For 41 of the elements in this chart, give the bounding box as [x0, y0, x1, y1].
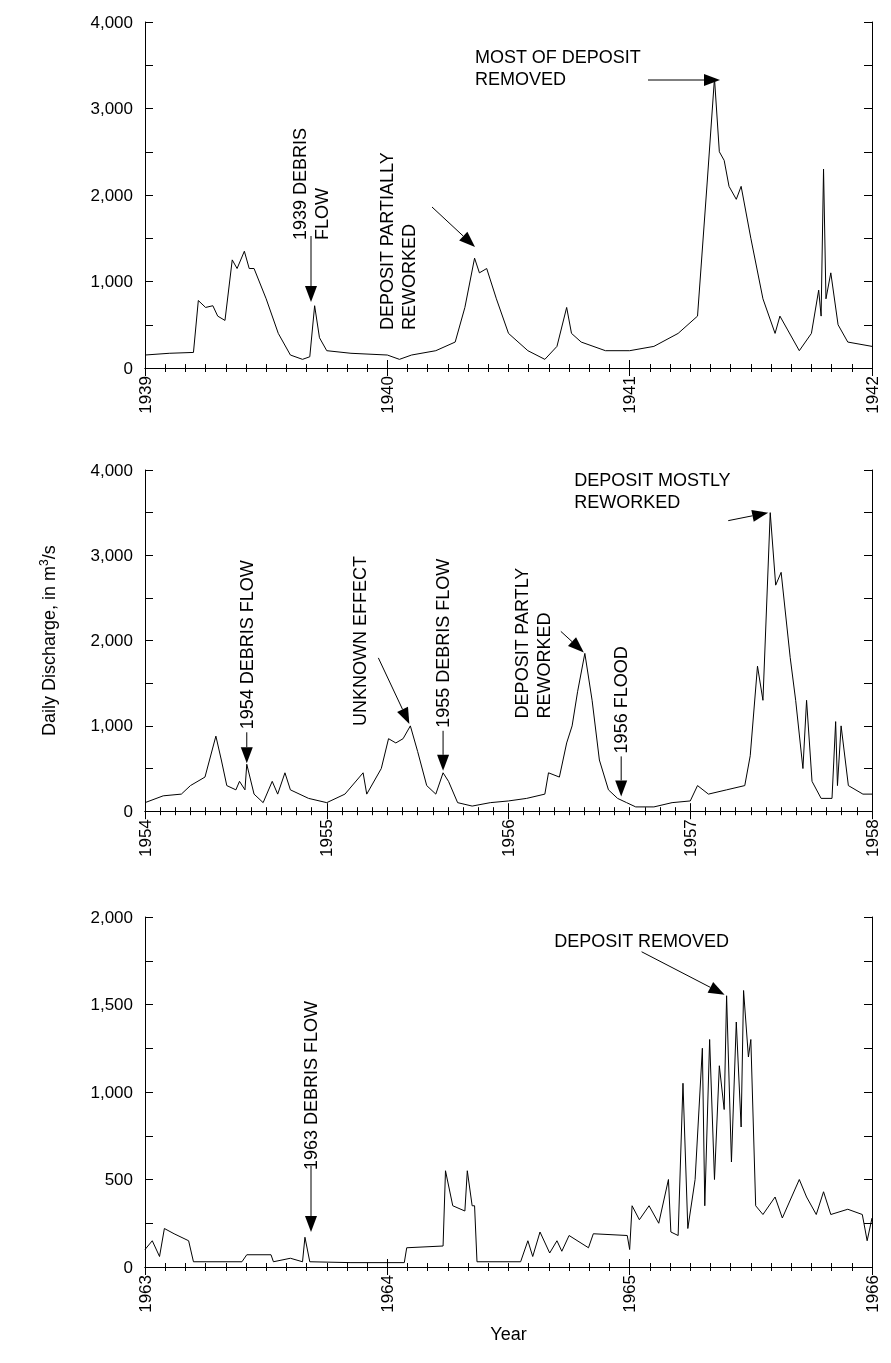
- x-tick-label: 1940: [377, 376, 397, 414]
- x-tick-label: 1957: [680, 819, 700, 858]
- annotation: DEPOSIT MOSTLY REWORKED: [574, 469, 731, 512]
- x-tick-label: 1966: [862, 1275, 882, 1313]
- annotation: 1963 DEBRIS FLOW: [301, 1000, 321, 1170]
- annotation: DEPOSIT PARTIALLY REWORKED: [377, 152, 419, 330]
- annotation: UNKNOWN EFFECT: [350, 555, 371, 726]
- annotation: DEPOSIT REMOVED: [554, 930, 729, 951]
- annotation: 1939 DEBRIS FLOW: [290, 127, 332, 240]
- x-tick-label: 1941: [620, 376, 640, 414]
- y-tick-label: 500: [104, 1170, 133, 1189]
- y-tick-label: 2,000: [90, 185, 133, 205]
- y-tick-label: 1,000: [90, 272, 133, 291]
- x-tick-label: 1955: [317, 819, 337, 858]
- y-tick-label: 0: [123, 801, 133, 821]
- y-tick-label: 3,000: [90, 545, 133, 565]
- y-tick-label: 3,000: [90, 99, 133, 118]
- annotation: DEPOSIT PARTLY REWORKED: [511, 567, 554, 719]
- y-tick-label: 2,000: [90, 631, 133, 651]
- x-tick-label: 1964: [377, 1275, 397, 1313]
- x-axis-title: Year: [490, 1324, 527, 1344]
- annotation: 1955 DEBRIS FLOW: [433, 558, 454, 728]
- y-tick-label: 0: [123, 1257, 133, 1277]
- y-tick-label: 1,500: [90, 995, 133, 1014]
- annotation: 1954 DEBRIS FLOW: [236, 560, 257, 730]
- x-tick-label: 1956: [499, 819, 518, 858]
- y-tick-label: 4,000: [90, 460, 133, 480]
- y-axis-title: Daily Discharge, in m3/s: [37, 545, 59, 736]
- x-tick-label: 1965: [620, 1275, 640, 1313]
- y-tick-label: 4,000: [90, 12, 133, 32]
- y-tick-label: 1,000: [90, 716, 133, 736]
- y-tick-label: 0: [123, 358, 133, 378]
- annotation: 1956 FLOOD: [611, 646, 632, 754]
- y-tick-label: 2,000: [90, 907, 133, 927]
- y-tick-label: 1,000: [90, 1082, 133, 1102]
- x-tick-label: 1958: [862, 819, 882, 858]
- x-tick-label: 1963: [135, 1275, 155, 1313]
- x-tick-label: 1954: [135, 819, 155, 858]
- x-tick-label: 1942: [862, 376, 882, 414]
- x-tick-label: 1939: [135, 376, 155, 414]
- annotation: MOST OF DEPOSIT REMOVED: [475, 47, 641, 89]
